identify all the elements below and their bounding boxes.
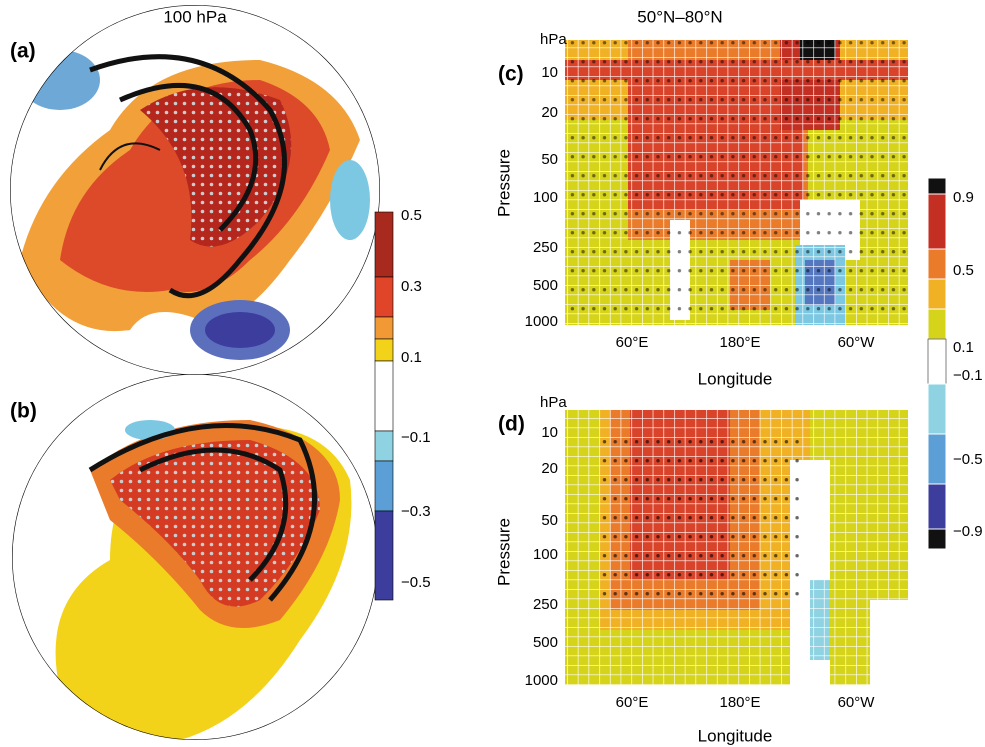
panel-label: (b): [10, 400, 37, 423]
y-axis-label: Pressure: [494, 518, 513, 586]
colorbar-tick-label: −0.1: [401, 429, 431, 446]
colorbar-right: [927, 177, 947, 550]
x-tick-label: 180°E: [719, 334, 760, 351]
y-tick-label: 500: [533, 634, 558, 651]
colorbar-tick-label: 0.3: [401, 278, 422, 295]
colorbar-tick-label: −0.5: [953, 451, 983, 468]
y-tick-label: 100: [533, 189, 558, 206]
y-tick-label: 10: [541, 64, 558, 81]
x-tick-label: 180°E: [719, 694, 760, 711]
map-b: [12, 374, 378, 740]
heatmap-c: [565, 40, 908, 325]
x-tick-label: 60°W: [838, 334, 876, 351]
colorbar-tick-label: 0.5: [953, 262, 974, 279]
x-axis-label: Longitude: [698, 726, 773, 745]
panel-label: (a): [10, 40, 36, 63]
panel-label: (d): [498, 413, 525, 436]
y-tick-label: 50: [541, 512, 558, 529]
y-axis-label: Pressure: [494, 149, 513, 217]
panel-label: (c): [498, 63, 524, 86]
colorbar-tick-label: −0.1: [953, 367, 983, 384]
labels: 100 hPa (a) (b) 0.5 0.3 0.1 −0.1 −0.3 −0.5 50°N–8…: [10, 7, 983, 745]
y-tick-label: 250: [533, 596, 558, 613]
x-tick-label: 60°E: [616, 334, 649, 351]
heatmap-d: [565, 410, 908, 685]
y-tick-label: 20: [541, 104, 558, 121]
colorbar-tick-label: 0.5: [401, 207, 422, 224]
x-axis-label: Longitude: [698, 369, 773, 388]
y-tick-label: 250: [533, 239, 558, 256]
x-tick-label: 60°W: [838, 694, 876, 711]
colorbar-tick-label: 0.9: [953, 189, 974, 206]
y-tick-label: 20: [541, 460, 558, 477]
colorbar-tick-label: −0.3: [401, 503, 431, 520]
y-tick-label: 1000: [525, 313, 558, 330]
title: 50°N–80°N: [637, 7, 722, 26]
y-tick-label: 500: [533, 277, 558, 294]
map-a: [10, 5, 380, 375]
title: 100 hPa: [163, 7, 227, 26]
y-tick-label: 100: [533, 546, 558, 563]
y-tick-label: 50: [541, 151, 558, 168]
y-tick-label: 1000: [525, 672, 558, 689]
x-tick-label: 60°E: [616, 694, 649, 711]
colorbar-tick-label: −0.5: [401, 574, 431, 591]
y-unit: hPa: [540, 31, 567, 48]
y-unit: hPa: [540, 394, 567, 411]
y-tick-label: 10: [541, 424, 558, 441]
colorbar-tick-label: 0.1: [401, 349, 422, 366]
colorbar-left: [374, 211, 394, 601]
colorbar-tick-label: 0.1: [953, 339, 974, 356]
colorbar-tick-label: −0.9: [953, 523, 983, 540]
